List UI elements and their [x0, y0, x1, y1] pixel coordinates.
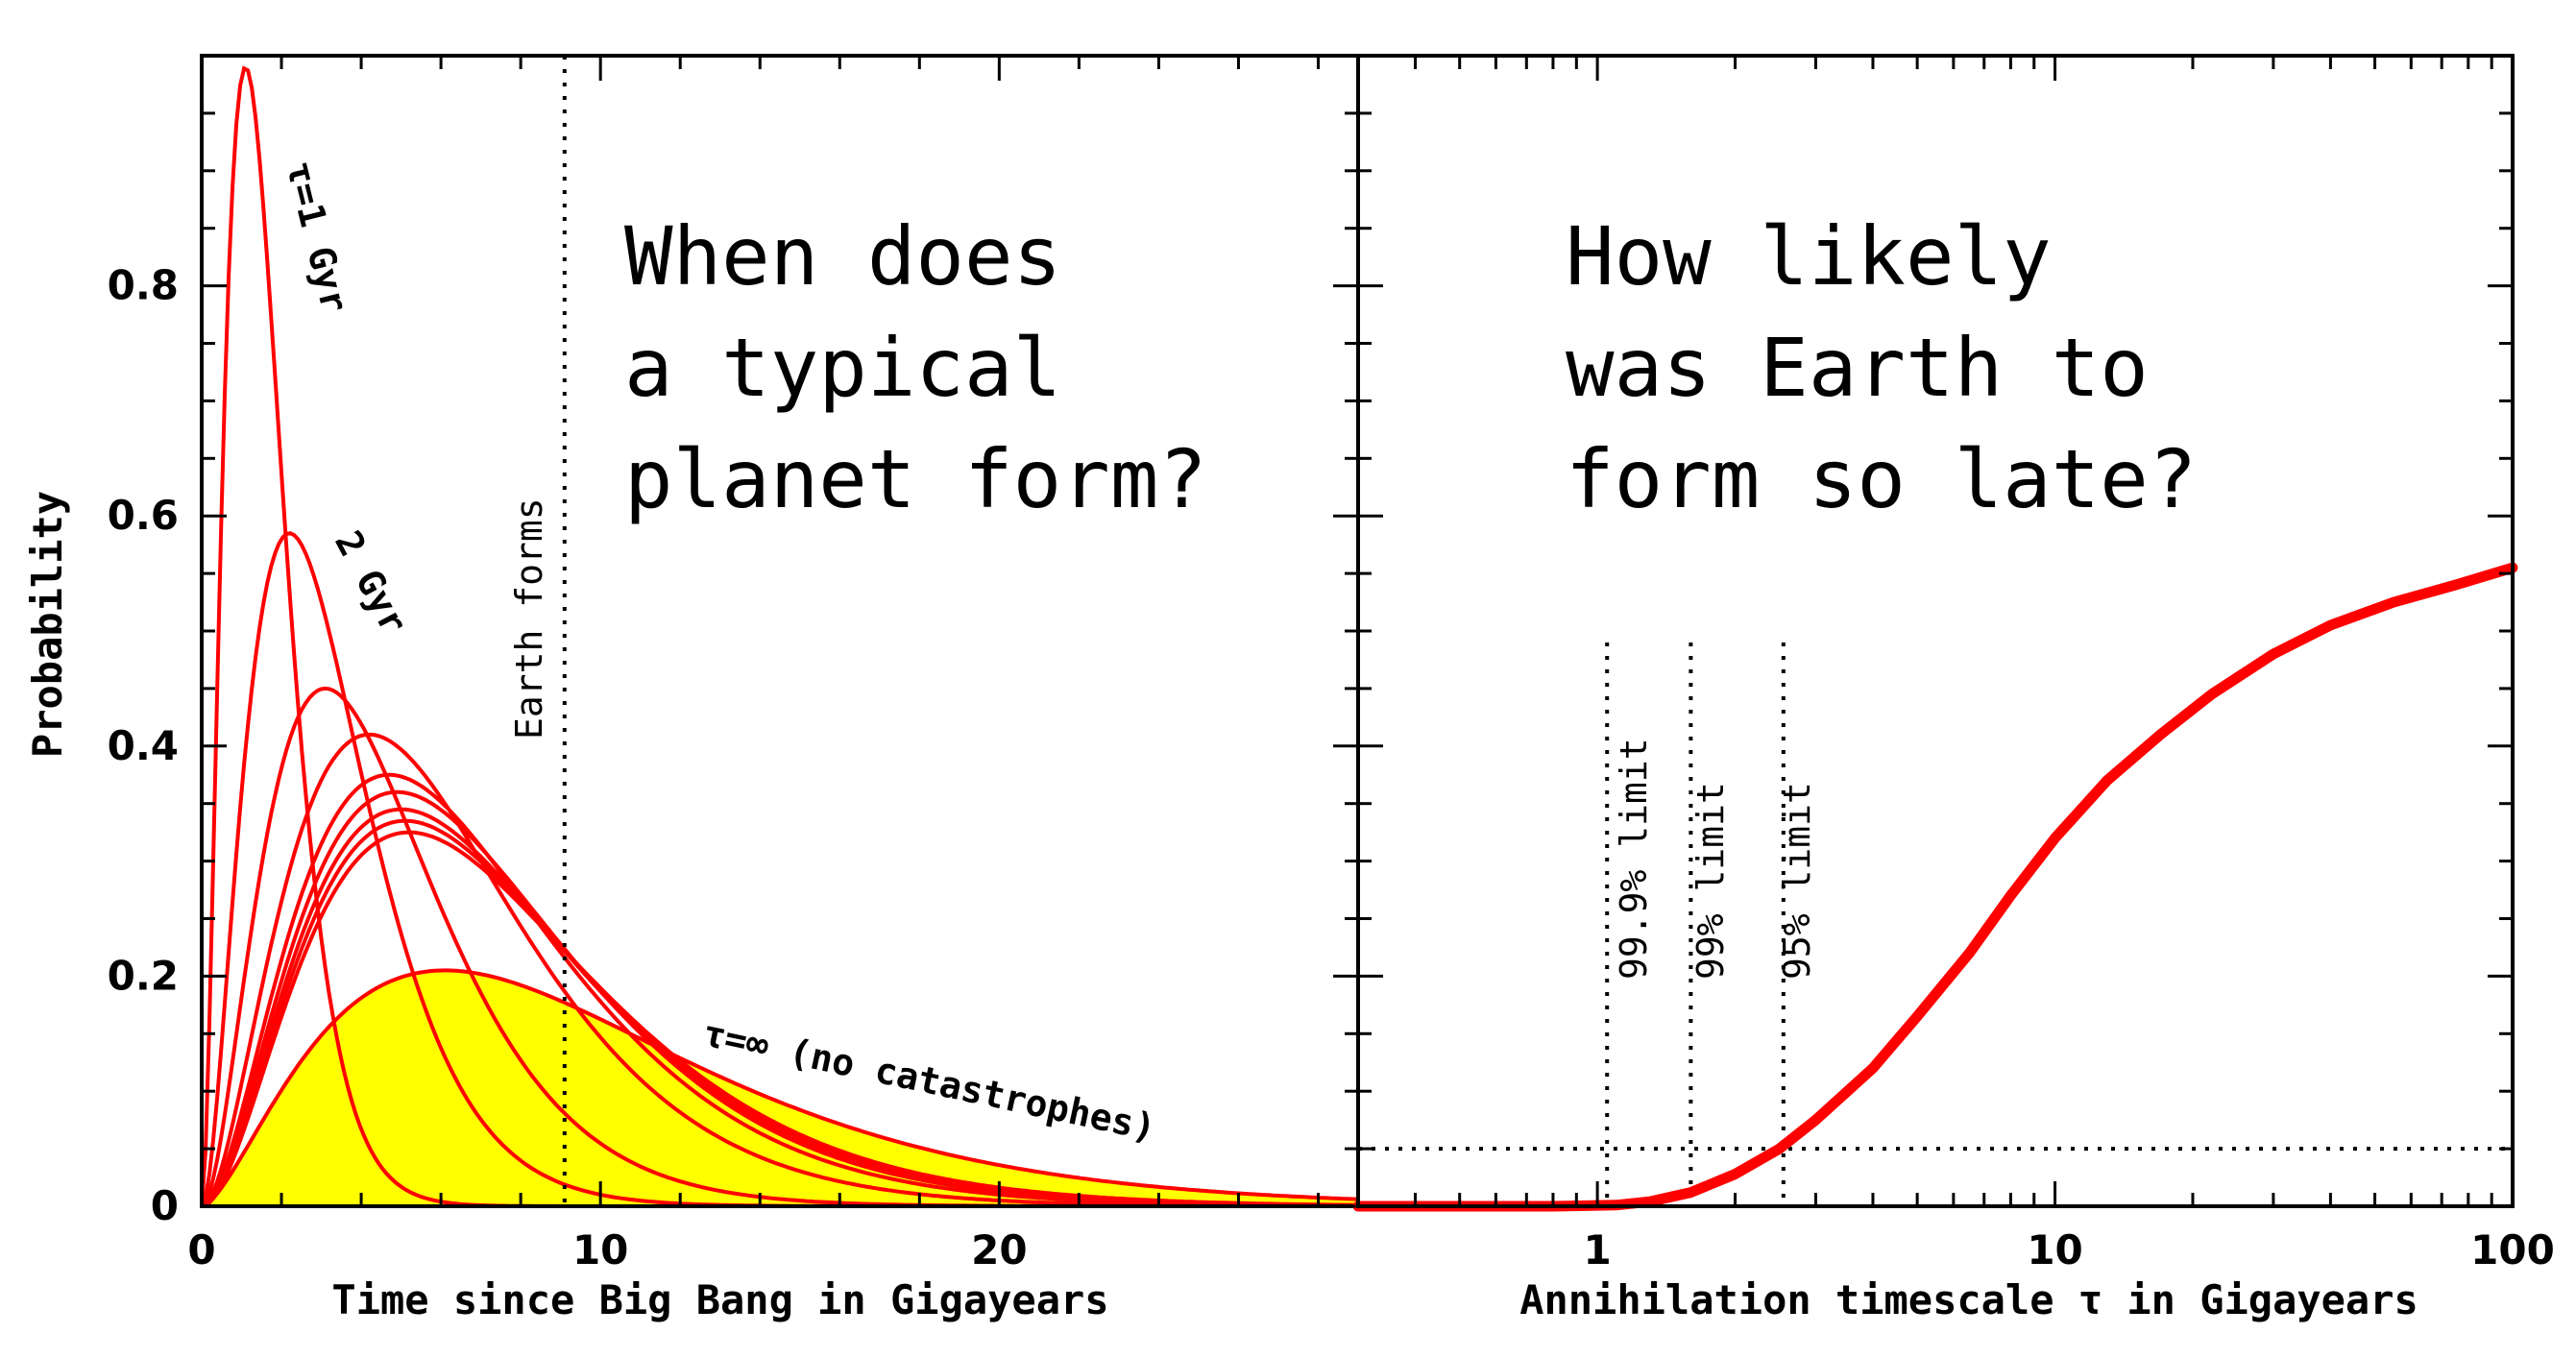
left-curves-layer	[200, 56, 1359, 1208]
right-x-tick-label: 10	[2027, 1226, 2082, 1273]
left-axes-layer: 0 10 20 0 0.2 0.4 0.6 0.8	[108, 54, 1360, 1273]
limit-label-99: 99% limit	[1689, 782, 1732, 980]
no-catastrophe-fill	[202, 970, 1358, 1206]
left-x-axis-title: Time since Big Bang in Gigayears	[331, 1276, 1108, 1323]
series-line-8	[201, 830, 1358, 1208]
right-x-tick-label: 1	[1584, 1226, 1612, 1273]
left-title-line-2: a typical	[624, 321, 1061, 415]
y-tick-label: 0.8	[108, 262, 179, 309]
right-title-line-3: form so late?	[1566, 432, 2197, 526]
left-x-tick-label: 20	[971, 1226, 1027, 1273]
earth-forms-label: Earth forms	[508, 497, 550, 740]
right-curve-layer	[1352, 562, 2518, 1212]
left-title-line-1: When does	[624, 209, 1061, 303]
limit-label-95: 95% limit	[1776, 782, 1818, 980]
right-title-line-1: How likely	[1566, 209, 2052, 303]
right-x-axis-title: Annihilation timescale τ in Gigayears	[1519, 1276, 2418, 1323]
left-x-tick-label: 0	[187, 1226, 215, 1273]
left-title-line-3: planet form?	[624, 432, 1207, 526]
y-tick-label: 0.4	[108, 722, 179, 769]
right-title-line-2: was Earth to	[1566, 321, 2149, 415]
tau-2-gyr-label: 2 Gyr	[327, 524, 416, 642]
probability-curve	[1352, 562, 2518, 1212]
series-line-9	[201, 968, 1359, 1208]
right-x-tick-label: 100	[2470, 1226, 2555, 1273]
limit-label-99-9: 99.9% limit	[1613, 738, 1655, 980]
left-x-tick-label: 10	[572, 1226, 628, 1273]
right-axes-layer: 1 10 100	[1333, 54, 2555, 1273]
tau-1-gyr-label: τ=1 Gyr	[278, 158, 355, 317]
y-tick-label: 0.2	[108, 952, 179, 999]
right-guides-layer	[1358, 642, 2513, 1206]
y-tick-label: 0.6	[108, 492, 179, 539]
left-fill-layer	[202, 970, 1358, 1206]
y-tick-label: 0	[151, 1182, 179, 1229]
y-axis-title: Probability	[24, 491, 71, 758]
